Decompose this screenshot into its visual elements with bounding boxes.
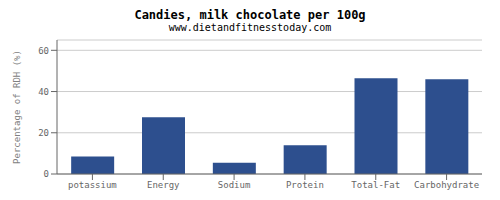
svg-text:Protein: Protein	[286, 180, 324, 190]
svg-text:60: 60	[38, 46, 49, 56]
svg-text:20: 20	[38, 128, 49, 138]
html-text:Candies, milk chocolate per 10: Candies, milk chocolate per 100g	[134, 8, 366, 22]
svg-text:Energy: Energy	[147, 180, 180, 190]
svg-text:Percentage of RDH (%): Percentage of RDH (%)	[12, 50, 22, 164]
svg-text:Carbohydrate: Carbohydrate	[414, 180, 479, 190]
svg-text:potassium: potassium	[68, 180, 117, 190]
svg-text:Total-Fat: Total-Fat	[351, 180, 400, 190]
svg-text:Sodium: Sodium	[218, 180, 251, 190]
svg-text:0: 0	[44, 169, 49, 179]
svg-text:40: 40	[38, 87, 49, 97]
html-text:www.dietandfitnesstoday.com: www.dietandfitnesstoday.com	[168, 22, 332, 33]
